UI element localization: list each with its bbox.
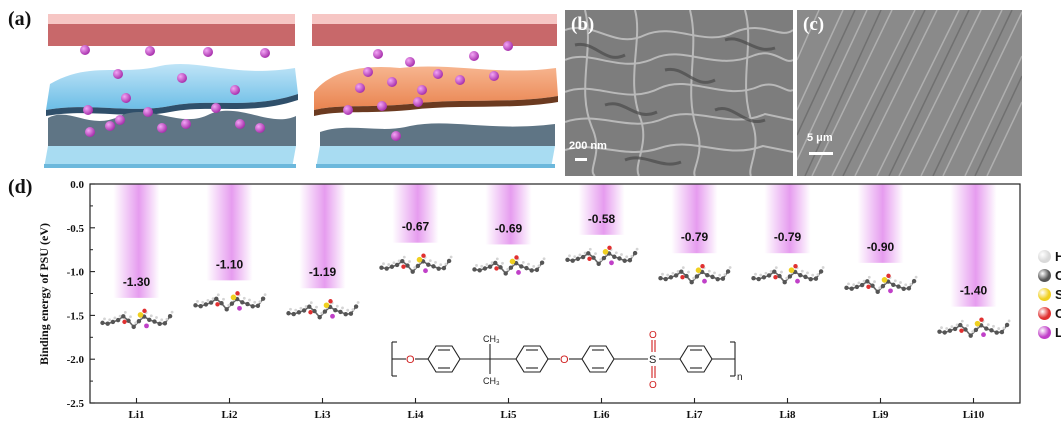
y-tick-label: 0.0: [70, 179, 84, 191]
bar: [671, 184, 718, 254]
scale-bar-label-c: 5 μm: [807, 132, 833, 144]
bar: [113, 184, 160, 298]
legend-item: O: [1038, 306, 1061, 321]
structure-sulfur: S: [649, 354, 656, 366]
bar-value-label: -1.19: [309, 265, 337, 279]
sem-image-c: (c) 5 μm: [797, 10, 1022, 176]
sem-image-b: (b) 200 nm: [565, 10, 793, 176]
y-axis-label: Binding energy of PSU (eV): [37, 223, 51, 365]
legend-label: O: [1055, 306, 1061, 321]
y-tick-label: -2.0: [67, 354, 85, 366]
bar-value-label: -0.67: [402, 220, 430, 234]
panel-label-a: (a): [8, 8, 32, 30]
bar-value-label: -0.79: [681, 230, 709, 244]
legend-atom-icon: [1038, 326, 1051, 339]
bar: [299, 184, 346, 289]
bar-value-label: -0.58: [588, 212, 616, 226]
molecule-sketch: [472, 255, 546, 276]
molecule-sketch: [844, 273, 918, 295]
legend-item: C: [1038, 268, 1061, 283]
y-tick-label: -2.5: [67, 398, 85, 410]
x-tick-label: Li5: [501, 409, 517, 421]
left-membrane: [46, 64, 298, 110]
structure-methyl-bottom: CH₃: [483, 376, 500, 386]
y-tick-label: -0.5: [67, 223, 85, 235]
molecule-sketch: [565, 245, 639, 267]
right-substrate: [316, 123, 555, 168]
x-tick-label: Li3: [315, 409, 331, 421]
molecule-sketch: [193, 291, 267, 312]
panel-label-d: (d): [8, 176, 33, 198]
left-current-collector: [48, 14, 295, 46]
x-tick-label: Li2: [222, 409, 238, 421]
psu-structure: O CH₃ CH₃ O S O O n: [391, 330, 743, 391]
structure-methyl-top: CH₃: [483, 334, 500, 344]
structure-oxygen-mid: O: [560, 354, 569, 366]
panel-label-c: (c): [803, 14, 825, 35]
legend-label: H: [1055, 249, 1061, 264]
molecule-sketch: [379, 253, 453, 274]
bar: [950, 184, 997, 307]
x-tick-label: Li7: [687, 409, 703, 421]
legend-atom-icon: [1038, 307, 1051, 320]
bar-value-label: -0.79: [774, 230, 802, 244]
x-tick-label: Li6: [594, 409, 610, 421]
bar: [764, 184, 811, 254]
bar-value-label: -1.10: [216, 257, 244, 271]
bar: [206, 184, 253, 281]
x-tick-label: Li1: [129, 409, 145, 421]
scale-bar-c: [809, 152, 833, 155]
molecule-sketch: [658, 264, 732, 285]
legend-atom-icon: [1038, 250, 1051, 263]
y-tick-label: -1.5: [67, 310, 85, 322]
legend-label: C: [1055, 268, 1061, 283]
structure-subscript: n: [737, 372, 743, 383]
right-current-collector: [312, 14, 557, 46]
bar-value-label: -1.40: [960, 284, 988, 298]
bar-value-label: -1.30: [123, 275, 151, 289]
bar: [857, 184, 904, 263]
legend-item: H: [1038, 249, 1061, 264]
schematic-illustration: [44, 14, 558, 168]
scale-bar-label-b: 200 nm: [569, 140, 607, 152]
bar-value-label: -0.90: [867, 240, 895, 254]
molecule-sketch: [751, 264, 825, 285]
structure-oxygen-left: O: [406, 354, 415, 366]
molecule-sketch: [937, 317, 1011, 338]
x-tick-label: Li8: [780, 409, 796, 421]
bar: [578, 184, 625, 235]
molecule-sketch: [286, 299, 360, 320]
legend-atom-icon: [1038, 288, 1051, 301]
legend-label: L: [1055, 325, 1061, 340]
legend-item: L: [1038, 325, 1061, 340]
y-tick-label: -1.0: [67, 267, 85, 279]
lithium-ions: [80, 41, 513, 141]
bar-value-label: -0.69: [495, 221, 523, 235]
left-substrate: [44, 110, 296, 168]
x-tick-label: Li9: [873, 409, 889, 421]
structure-oxo-bottom: O: [649, 380, 657, 391]
legend-label: S: [1055, 287, 1061, 302]
molecule-sketch: [100, 308, 174, 330]
binding-energy-chart: -1.30 -1.10 -1.19 -0.67 -0.69 -0.58 -0.79 -0.79…: [37, 179, 1021, 421]
legend-atom-icon: [1038, 269, 1051, 282]
legend-item: S: [1038, 287, 1061, 302]
x-tick-label: Li10: [963, 409, 985, 421]
x-tick-label: Li4: [408, 409, 424, 421]
bar: [392, 184, 439, 243]
bar: [485, 184, 532, 245]
panel-label-b: (b): [571, 14, 595, 35]
structure-oxo-top: O: [649, 330, 657, 341]
scale-bar-b: [575, 158, 587, 161]
